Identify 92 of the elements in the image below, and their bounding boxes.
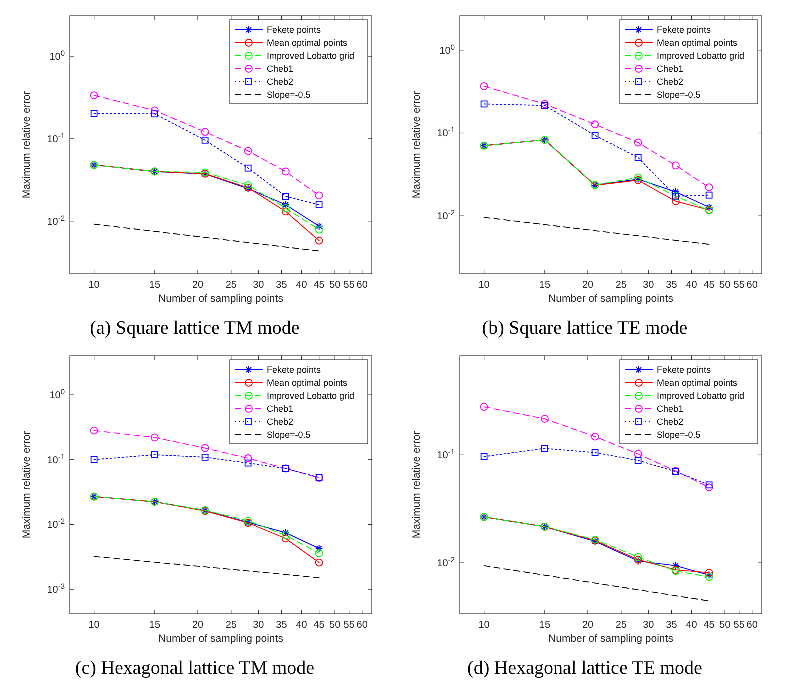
x-tick-label: 15 (539, 620, 551, 631)
x-tick-label: 60 (746, 280, 758, 291)
legend-label: Improved Lobatto grid (657, 51, 745, 62)
legend-label: Mean optimal points (657, 378, 738, 388)
legend-label: Slope=-0.5 (267, 430, 311, 440)
legend-label: Cheb2 (267, 77, 294, 88)
y-axis-title: Maximum relative error (21, 90, 33, 199)
x-tick-label: 30 (253, 620, 265, 631)
x-tick-label: 35 (666, 620, 678, 631)
x-tick-label: 25 (616, 280, 628, 291)
legend-label: Slope=-0.5 (657, 430, 701, 440)
x-tick-label: 15 (149, 620, 161, 631)
legend-label: Fekete points (657, 365, 712, 376)
x-tick-label: 20 (582, 280, 594, 291)
text: (a) Square lattice TM mode (90, 318, 300, 339)
x-tick-label: 55 (344, 620, 356, 631)
y-tick-label: 10$^{-2}$ (437, 208, 455, 223)
x-tick-label: 45 (314, 620, 326, 631)
x-tick-label: 55 (734, 280, 746, 291)
x-tick-label: 45 (704, 280, 716, 291)
legend-label: Mean optimal points (657, 38, 738, 48)
x-tick-label: 55 (344, 280, 356, 291)
x-tick-label: 50 (330, 620, 342, 631)
x-tick-label: 45 (314, 280, 326, 291)
x-tick-label: 55 (734, 620, 746, 631)
x-tick-label: 40 (686, 280, 698, 291)
legend-label: Fekete points (267, 25, 322, 36)
legend-label: Cheb1 (267, 404, 294, 414)
x-tick-label: 40 (296, 620, 308, 631)
x-tick-label: 30 (253, 280, 265, 291)
y-tick-label: 10$^{-1}$ (47, 130, 65, 146)
legend-label: Slope=-0.5 (657, 90, 701, 100)
x-tick-label: 20 (192, 620, 204, 631)
x-tick-label: 35 (276, 280, 288, 291)
legend-label: Mean optimal points (267, 38, 348, 48)
x-tick-label: 50 (720, 280, 732, 291)
x-tick-label: 30 (643, 280, 655, 291)
legend-label: Cheb2 (267, 417, 294, 428)
x-axis-title: Number of sampling points (548, 293, 674, 305)
x-tick-label: 25 (226, 620, 238, 631)
x-tick-label: 10 (478, 280, 490, 291)
legend-label: Cheb2 (657, 417, 684, 428)
text: (d) Hexagonal lattice TE mode (468, 658, 702, 679)
y-axis-title: Maximum relative error (411, 430, 423, 539)
x-tick-label: 15 (149, 280, 161, 291)
y-tick-label: 10$^{0}$ (50, 48, 65, 64)
legend-label: Fekete points (267, 365, 322, 376)
legend-label: Cheb1 (657, 64, 684, 74)
y-axis-title: Maximum relative error (21, 430, 33, 539)
legend-label: Fekete points (657, 25, 712, 36)
y-tick-label: 10$^{0}$ (440, 42, 455, 57)
y-axis-title: Maximum relative error (411, 90, 423, 199)
legend-label: Improved Lobatto grid (267, 51, 355, 62)
x-tick-label: 60 (356, 620, 368, 631)
x-tick-label: 50 (330, 280, 342, 291)
y-tick-label: 10$^{-2}$ (47, 516, 65, 532)
x-tick-label: 30 (643, 620, 655, 631)
legend-label: Mean optimal points (267, 378, 348, 388)
x-tick-label: 15 (539, 280, 551, 291)
y-tick-label: 10$^{-2}$ (47, 213, 65, 228)
x-tick-label: 60 (746, 620, 758, 631)
x-tick-label: 20 (192, 280, 204, 291)
y-tick-label: 10$^{-2}$ (437, 555, 455, 570)
y-tick-label: 10$^{-1}$ (437, 125, 455, 140)
x-tick-label: 25 (226, 280, 238, 291)
x-tick-label: 25 (616, 620, 628, 631)
legend-label: Cheb1 (657, 404, 684, 414)
x-tick-label: 10 (88, 280, 100, 291)
x-axis-title: Number of sampling points (158, 633, 284, 645)
legend-label: Cheb2 (657, 77, 684, 88)
y-tick-label: 10$^{0}$ (50, 387, 65, 402)
x-tick-label: 40 (686, 620, 698, 631)
x-tick-label: 10 (88, 620, 100, 631)
x-axis-title: Number of sampling points (548, 633, 674, 645)
text: (b) Square lattice TE mode (482, 318, 688, 339)
x-tick-label: 35 (666, 280, 678, 291)
text: (c) Hexagonal lattice TM mode (75, 658, 315, 679)
x-axis-title: Number of sampling points (158, 293, 284, 305)
y-tick-label: 10$^{-1}$ (47, 452, 65, 466)
y-tick-label: 10$^{-3}$ (47, 582, 65, 596)
x-tick-label: 10 (478, 620, 490, 631)
y-tick-label: 10$^{-1}$ (437, 447, 455, 462)
legend-label: Improved Lobatto grid (657, 391, 745, 402)
x-tick-label: 60 (356, 280, 368, 291)
legend-label: Improved Lobatto grid (267, 391, 355, 402)
x-tick-label: 50 (720, 620, 732, 631)
x-tick-label: 45 (704, 620, 716, 631)
legend-label: Cheb1 (267, 64, 294, 74)
x-tick-label: 35 (276, 620, 288, 631)
legend-label: Slope=-0.5 (267, 90, 311, 100)
x-tick-label: 40 (296, 280, 308, 291)
x-tick-label: 20 (582, 620, 594, 631)
